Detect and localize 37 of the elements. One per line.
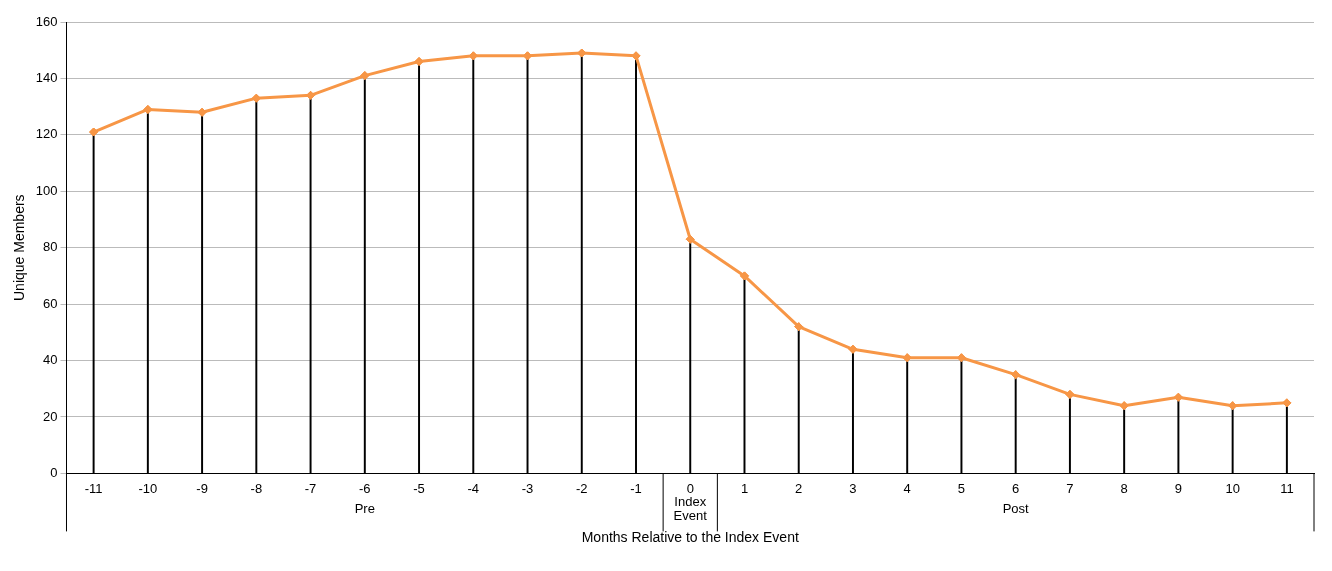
x-tick-label: 8 xyxy=(1120,480,1128,496)
x-tick-label: 1 xyxy=(740,480,749,496)
y-tick-label: 20 xyxy=(43,408,58,424)
y-tick-label: 60 xyxy=(43,295,58,311)
x-tick-label: 7 xyxy=(1066,480,1074,496)
y-tick-label: 100 xyxy=(35,182,58,198)
x-tick-label: -2 xyxy=(575,480,588,496)
x-tick-label: -6 xyxy=(359,480,371,496)
y-tick-label: 0 xyxy=(50,464,58,480)
x-tick-label: -4 xyxy=(467,480,480,496)
x-tick-label: -10 xyxy=(138,480,158,496)
x-tick-label: 3 xyxy=(849,480,857,496)
text: Pre xyxy=(354,500,375,516)
x-tick-label: 0 xyxy=(686,480,694,496)
x-tick-label: 6 xyxy=(1012,480,1020,496)
y-axis-title: Unique Members xyxy=(11,194,28,301)
x-tick-label: -3 xyxy=(521,480,534,496)
x-tick-label: 2 xyxy=(795,480,803,496)
x-tick-label: -9 xyxy=(196,480,208,496)
y-tick-label: 160 xyxy=(35,13,58,29)
x-tick-label: 4 xyxy=(903,480,911,496)
x-tick-label: -8 xyxy=(250,480,263,496)
x-tick-label: -5 xyxy=(413,480,425,496)
x-tick-label: -7 xyxy=(304,480,317,496)
x-tick-label: 11 xyxy=(1280,480,1294,496)
x-tick-label: -11 xyxy=(84,480,103,496)
text: Index Event xyxy=(673,493,708,523)
x-tick-label: 9 xyxy=(1174,480,1183,496)
y-tick-label: 80 xyxy=(43,239,58,255)
text: Post xyxy=(1002,500,1030,516)
x-axis-title: Months Relative to the Index Event xyxy=(581,529,799,546)
x-tick-label: 5 xyxy=(957,480,966,496)
x-tick-label: 10 xyxy=(1225,480,1240,496)
x-tick-label: -1 xyxy=(630,480,642,496)
y-tick-label: 120 xyxy=(35,126,58,142)
y-tick-label: 140 xyxy=(35,70,58,85)
y-tick-label: 40 xyxy=(43,352,58,368)
